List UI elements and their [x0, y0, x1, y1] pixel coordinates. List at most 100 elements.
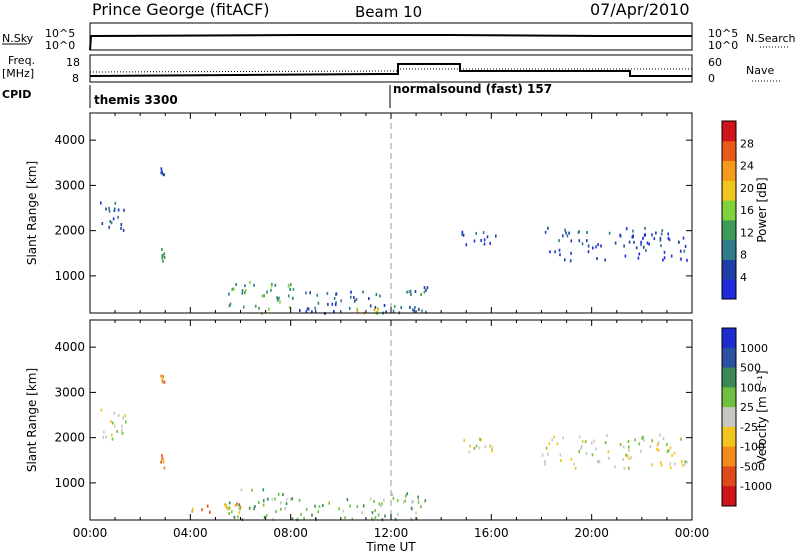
- echo-cell: [462, 233, 465, 237]
- echo-cell: [482, 231, 485, 235]
- echo-cell: [238, 503, 241, 507]
- y-tick-label: 1000: [54, 269, 85, 283]
- echo-cell: [566, 234, 569, 238]
- colorbar-title: Velocity [m s⁻¹]: [755, 370, 769, 463]
- echo-cell: [117, 208, 120, 212]
- echo-cell: [253, 283, 255, 287]
- colorbar-swatch: [722, 347, 736, 369]
- cpid-panel: CPID themis 3300 normalsound (fast) 157: [2, 82, 552, 108]
- colorbar-tick-label: 28: [740, 137, 754, 150]
- y-axis-label: Slant Range [km]: [25, 368, 39, 472]
- echo-cell: [468, 450, 471, 454]
- echo-cell: [673, 451, 676, 455]
- x-tick-label: 00:00: [73, 526, 108, 540]
- echo-cell: [225, 505, 228, 509]
- echo-cell: [239, 507, 241, 511]
- echo-cell: [350, 290, 352, 294]
- echo-cell: [587, 250, 590, 254]
- echo-cell: [409, 305, 411, 309]
- echo-cell: [113, 424, 116, 428]
- echo-cell: [651, 463, 653, 467]
- echo-cell: [681, 463, 684, 467]
- echo-cell: [161, 171, 164, 175]
- echo-cell: [619, 233, 621, 237]
- echo-cell: [671, 453, 673, 457]
- echo-cell: [420, 505, 422, 509]
- echo-cell: [262, 499, 265, 503]
- echo-cell: [655, 231, 657, 235]
- echo-cell: [161, 454, 163, 458]
- echo-cell: [378, 502, 381, 506]
- echo-cell: [299, 309, 301, 312]
- echo-cell: [162, 254, 164, 258]
- echo-cell: [228, 292, 230, 296]
- echo-cell: [263, 294, 265, 298]
- echo-cell: [628, 457, 630, 461]
- echo-cell: [262, 503, 265, 507]
- echo-cell: [369, 497, 372, 501]
- echo-cell: [384, 514, 386, 518]
- echo-cell: [322, 504, 324, 508]
- echo-cell: [383, 499, 385, 502]
- echo-cell: [642, 236, 644, 240]
- echo-cell: [160, 460, 162, 464]
- nsky-panel: N.Sky 10^5 10^0 10^5 10^0 N.Search: [2, 22, 796, 52]
- echo-cell: [254, 304, 257, 308]
- echo-cell: [547, 226, 549, 230]
- echo-cell: [374, 306, 377, 309]
- echo-cell: [624, 254, 627, 258]
- echo-cell: [335, 301, 337, 305]
- echo-cell: [163, 380, 166, 384]
- echo-cell: [331, 302, 334, 306]
- echo-cell: [414, 306, 416, 309]
- echo-cell: [600, 244, 602, 248]
- echo-cell: [279, 300, 281, 304]
- echo-cell: [642, 245, 645, 249]
- echo-cell: [362, 504, 365, 508]
- echo-cell: [656, 447, 658, 451]
- freq-frame: [89, 54, 693, 83]
- echo-cell: [287, 284, 290, 288]
- echo-cell: [108, 225, 110, 229]
- echo-cell: [627, 440, 630, 444]
- colorbar-frame: [721, 120, 737, 300]
- freq-unit-label: [MHz]: [2, 67, 34, 80]
- echo-cell: [679, 249, 682, 253]
- echo-cell: [614, 465, 616, 469]
- echo-cell: [680, 257, 682, 261]
- colorbar-tick-label: 500: [740, 362, 761, 375]
- echo-cell: [271, 282, 273, 286]
- echo-cell: [274, 497, 276, 501]
- echo-cell: [657, 441, 660, 445]
- colorbar-tick-label: -1000: [740, 480, 772, 493]
- echo-cell: [113, 411, 116, 415]
- nsearch-tick-bottom: 10^0: [708, 39, 738, 52]
- cpid-label: CPID: [2, 88, 31, 101]
- echo-cell: [236, 502, 238, 506]
- echo-cell: [416, 517, 418, 521]
- echo-cell: [229, 302, 232, 306]
- echo-cell: [581, 242, 584, 246]
- echo-cell: [379, 294, 381, 298]
- y-tick-label: 2000: [54, 224, 85, 238]
- echo-cell: [541, 453, 544, 457]
- echo-cell: [338, 507, 340, 511]
- echo-cell: [225, 503, 228, 507]
- echo-cell: [161, 248, 163, 251]
- echo-cell: [161, 457, 163, 461]
- echo-cell: [162, 259, 164, 263]
- echo-cell: [662, 258, 664, 262]
- echo-cell: [568, 231, 570, 235]
- echo-cell: [351, 517, 354, 521]
- echo-cell: [644, 226, 646, 230]
- nsky-trace: [89, 34, 692, 51]
- echo-cell: [224, 503, 226, 507]
- echo-cell: [686, 460, 688, 464]
- colorbar-tick-label: 100: [740, 381, 761, 394]
- echo-cell: [686, 258, 688, 262]
- echo-cell: [564, 228, 566, 232]
- echo-cell: [381, 502, 383, 506]
- echo-cell: [192, 507, 194, 511]
- echo-cell: [300, 513, 302, 516]
- echo-cell: [162, 459, 165, 463]
